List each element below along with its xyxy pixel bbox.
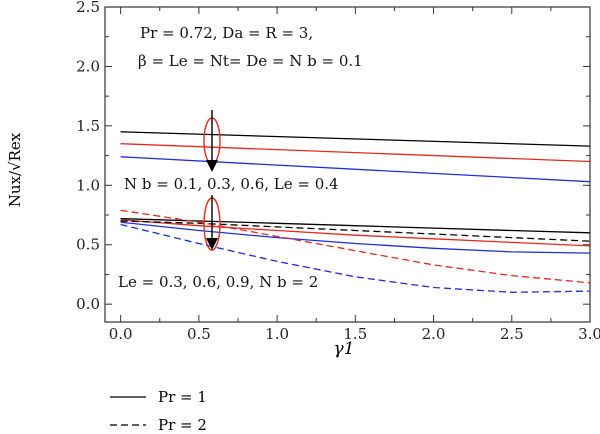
le-direction-marker (203, 195, 221, 251)
y-tick-label: 1.5 (76, 117, 100, 135)
y-axis-label: Nux/√Rex (6, 132, 24, 207)
y-tick-label: 2.0 (76, 57, 100, 75)
y-tick-label: 0.5 (76, 236, 100, 254)
x-tick-label: 1.5 (343, 325, 367, 343)
legend: Pr = 1 Pr = 2 (110, 388, 207, 434)
series-line-le_pr1_03 (120, 217, 591, 234)
series-line-nb_pr1_03 (120, 143, 591, 163)
series-line-le_pr2_06 (120, 209, 591, 284)
series-line-nb_pr1_01 (120, 131, 591, 147)
le-annotation: Le = 0.3, 0.6, 0.9, N b = 2 (118, 273, 318, 291)
x-tick-label: 0.0 (109, 325, 133, 343)
nb-direction-marker (203, 110, 221, 172)
nb-annotation: N b = 0.1, 0.3, 0.6, Le = 0.4 (124, 175, 339, 193)
series-lines (120, 131, 591, 293)
x-tick-label: 0.5 (187, 325, 211, 343)
series-line-le_pr2_09 (120, 223, 591, 293)
params-annotation-line1: Pr = 0.72, Da = R = 3, (140, 24, 313, 42)
series-line-le_pr1_09 (120, 221, 591, 254)
params-annotation-line2: β = Le = Nt= De = N b = 0.1 (138, 52, 363, 70)
ticks: 0.0 0.5 1.0 1.5 2.0 2.5 3.0 0.0 0.5 1.0 1.5 2.0 2.5 (76, 0, 600, 343)
x-tick-label: 2.5 (500, 325, 524, 343)
plot-frame (104, 6, 591, 323)
x-tick-label: 2.0 (422, 325, 446, 343)
le-arrow-down-icon (206, 238, 218, 250)
legend-label-pr1: Pr = 1 (158, 388, 207, 406)
y-tick-label: 2.5 (76, 0, 100, 16)
annotations: Pr = 0.72, Da = R = 3, β = Le = Nt= De =… (118, 24, 363, 291)
y-tick-label: 0.0 (76, 295, 100, 313)
series-line-nb_pr1_06 (120, 156, 591, 183)
x-tick-label: 1.0 (265, 325, 289, 343)
legend-label-pr2: Pr = 2 (158, 416, 207, 434)
nb-arrow-down-icon (206, 160, 218, 172)
axes (104, 6, 591, 323)
x-tick-label: 3.0 (578, 325, 600, 343)
series-line-le_pr2_03 (120, 220, 591, 242)
series-line-le_pr1_06 (120, 219, 591, 247)
x-axis-label: γ1 (334, 339, 355, 359)
y-tick-label: 1.0 (76, 176, 100, 194)
